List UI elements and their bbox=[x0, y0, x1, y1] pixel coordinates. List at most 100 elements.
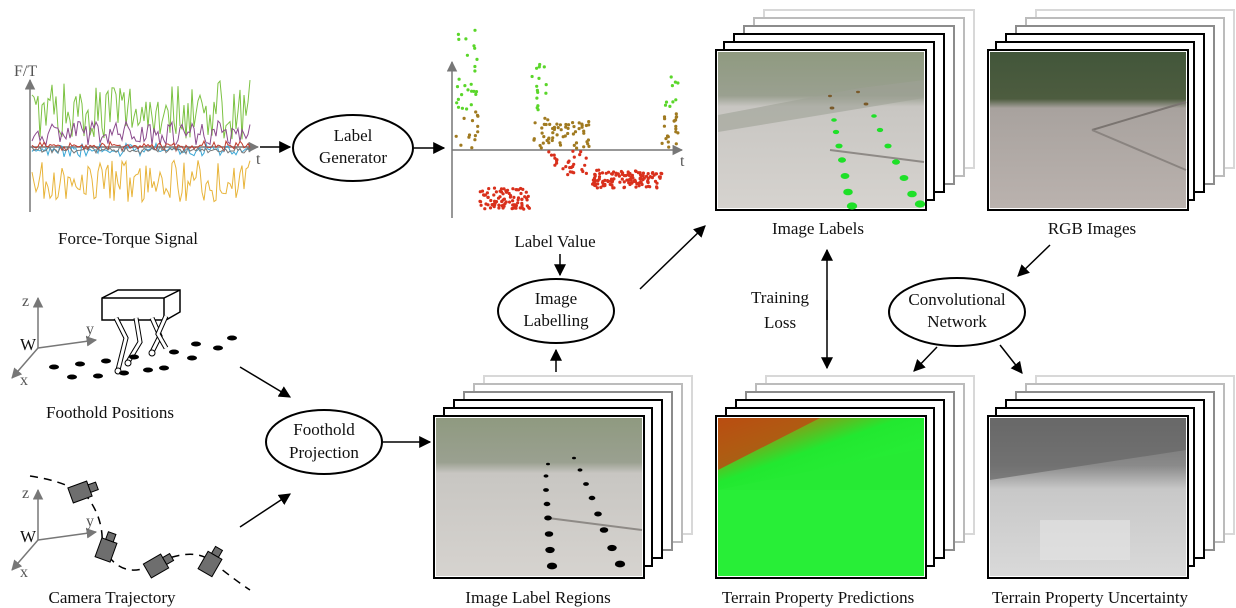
label-point bbox=[503, 202, 507, 206]
ct-y-label: y bbox=[86, 513, 94, 530]
label-dot bbox=[843, 188, 853, 196]
label-point bbox=[455, 101, 459, 105]
label-point bbox=[519, 191, 523, 196]
label-point bbox=[457, 77, 461, 81]
label-point bbox=[574, 141, 579, 145]
label-point bbox=[572, 155, 576, 159]
label-point bbox=[644, 185, 648, 189]
label-point bbox=[638, 177, 642, 181]
label-point bbox=[675, 115, 679, 119]
terrain-predictions-stack bbox=[715, 375, 975, 579]
label-point bbox=[582, 145, 586, 149]
label-point bbox=[612, 177, 616, 181]
camera-icon bbox=[67, 480, 99, 504]
label-point bbox=[519, 186, 523, 191]
label-point bbox=[504, 189, 508, 193]
image-label-regions-photo bbox=[436, 418, 643, 576]
label-point bbox=[548, 122, 552, 126]
label-point bbox=[473, 28, 477, 32]
ct-x-label: x bbox=[20, 564, 28, 581]
label-point bbox=[542, 65, 546, 69]
convolutional-network-line2: Network bbox=[927, 312, 987, 331]
label-point bbox=[558, 143, 563, 147]
label-point bbox=[535, 96, 539, 100]
label-point bbox=[544, 83, 548, 87]
image-labelling-line1: Image bbox=[535, 289, 577, 308]
label-point bbox=[603, 183, 607, 188]
signal-trace bbox=[31, 144, 251, 155]
label-point bbox=[551, 131, 555, 135]
label-point bbox=[646, 180, 650, 184]
label-dot bbox=[856, 90, 860, 94]
label-point bbox=[563, 134, 567, 138]
label-point bbox=[494, 190, 498, 194]
label-point bbox=[597, 177, 601, 181]
label-dot bbox=[884, 143, 892, 149]
label-dot bbox=[832, 129, 840, 135]
label-point bbox=[498, 195, 502, 199]
image-labels-stack bbox=[715, 9, 975, 211]
label-point bbox=[595, 168, 599, 172]
label-point bbox=[460, 93, 464, 97]
label-point bbox=[524, 190, 528, 194]
label-point bbox=[483, 207, 487, 211]
label-point bbox=[570, 170, 574, 174]
label-point bbox=[489, 198, 493, 203]
label-point bbox=[566, 173, 570, 177]
image-labels-photo bbox=[718, 52, 926, 210]
label-point bbox=[584, 171, 589, 175]
label-point bbox=[670, 84, 675, 88]
region-dot bbox=[614, 560, 626, 568]
label-point bbox=[669, 75, 673, 79]
label-point bbox=[577, 127, 581, 131]
region-dot bbox=[545, 546, 555, 554]
label-point bbox=[641, 174, 645, 178]
label-point bbox=[638, 173, 643, 177]
signal-trace bbox=[31, 159, 251, 204]
label-point bbox=[547, 136, 551, 140]
label-dot bbox=[899, 175, 909, 181]
label-point bbox=[472, 89, 476, 93]
region-dot bbox=[543, 488, 549, 492]
label-point bbox=[540, 126, 544, 130]
label-point bbox=[546, 118, 550, 122]
label-point bbox=[473, 134, 477, 138]
label-point bbox=[473, 69, 477, 73]
training-loss-line1: Training bbox=[751, 288, 809, 307]
force-torque-signal-caption: Force-Torque Signal bbox=[58, 229, 198, 248]
label-point bbox=[668, 104, 672, 108]
label-point bbox=[575, 146, 579, 150]
label-generator-line2: Generator bbox=[319, 148, 387, 167]
label-point bbox=[663, 103, 668, 107]
label-point bbox=[501, 192, 505, 196]
label-dot bbox=[838, 157, 846, 163]
terrain-uncertainty-image bbox=[990, 418, 1186, 576]
label-point bbox=[535, 66, 539, 70]
label-point bbox=[514, 206, 518, 210]
image-labelling-node: Image Labelling bbox=[497, 278, 615, 344]
label-point bbox=[457, 37, 461, 42]
label-point bbox=[556, 126, 560, 130]
label-point bbox=[537, 76, 541, 80]
label-point bbox=[522, 207, 526, 211]
label-point bbox=[636, 171, 641, 175]
camera-icon bbox=[197, 545, 224, 578]
label-point bbox=[639, 180, 643, 184]
label-point bbox=[464, 37, 468, 41]
label-point bbox=[633, 178, 637, 182]
label-point bbox=[542, 135, 546, 139]
foothold-dot bbox=[93, 373, 103, 379]
ft-x-axis-label: t bbox=[256, 151, 261, 168]
label-dot bbox=[892, 159, 900, 165]
label-point bbox=[568, 166, 572, 170]
region-dot bbox=[543, 501, 551, 507]
label-point bbox=[460, 106, 464, 110]
label-point bbox=[637, 184, 641, 188]
region-dot bbox=[588, 495, 596, 501]
label-point bbox=[550, 138, 554, 143]
label-point bbox=[541, 141, 545, 145]
label-point bbox=[566, 131, 570, 136]
label-point bbox=[571, 132, 576, 136]
label-point bbox=[564, 165, 568, 169]
